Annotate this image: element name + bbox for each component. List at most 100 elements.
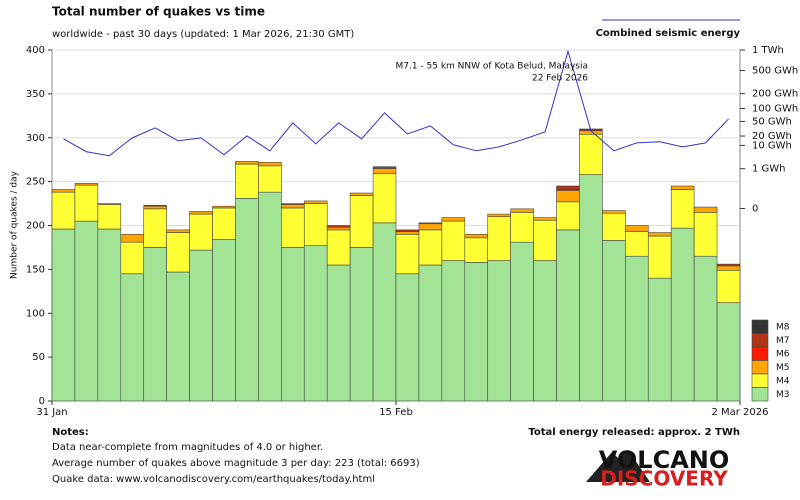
bar-segment <box>693 206 718 213</box>
y-tick-label: 300 <box>26 133 45 144</box>
bar-segment <box>464 233 489 239</box>
bar-segment <box>143 205 167 210</box>
bar-segment <box>372 173 397 224</box>
bar-segment <box>487 213 511 218</box>
bar-segment <box>556 229 580 402</box>
y2-tick-label: 200 GWh <box>752 89 798 100</box>
y2-tick-label: 500 GWh <box>752 66 798 77</box>
bar-segment <box>349 195 374 248</box>
legend-swatch <box>751 360 769 375</box>
bar-segment <box>487 260 511 402</box>
bar-segment <box>716 269 741 304</box>
bar-segment <box>258 191 282 402</box>
bar-segment <box>143 205 167 207</box>
bar-segment <box>464 237 489 263</box>
bar-segment <box>647 232 672 237</box>
y-axis-label: Number of quakes / day <box>10 170 20 279</box>
bar-segment <box>395 231 420 235</box>
bar-segment <box>670 189 695 229</box>
bar-segment <box>395 229 420 232</box>
bar-segment <box>556 190 580 203</box>
bar-segment <box>716 302 741 402</box>
y2-tick-label: 100 GWh <box>752 103 798 114</box>
bar-segment <box>556 185 580 190</box>
bar-segment <box>97 204 122 230</box>
bar-segment <box>303 200 328 204</box>
bar-segment <box>625 255 649 402</box>
bar-segment <box>349 247 374 402</box>
bar-segment <box>143 247 167 402</box>
y-tick-label: 250 <box>26 177 45 188</box>
bar-segment <box>579 174 603 402</box>
x-tick-label: 15 Feb <box>379 407 413 418</box>
bar-segment <box>693 212 718 257</box>
bar-segment <box>441 260 466 402</box>
bar-segment <box>189 249 213 402</box>
bar-segment <box>97 228 122 402</box>
bar-segment <box>372 166 397 169</box>
bar-segment <box>716 265 741 271</box>
bar-segment <box>372 168 397 175</box>
bar-segment <box>670 227 695 402</box>
bar-segment <box>303 203 328 246</box>
bar-segment <box>281 247 305 402</box>
bar-segment <box>418 222 443 225</box>
bar-segment <box>120 233 145 243</box>
bar-segment <box>533 219 557 261</box>
legend-label: Combined seismic energy <box>596 28 741 39</box>
legend-label: M5 <box>776 363 790 373</box>
note: Data near-complete from magnitudes of 4.… <box>52 442 323 453</box>
legend-swatch <box>751 319 769 334</box>
bar-segment <box>166 271 190 402</box>
bar-segment <box>281 203 305 205</box>
y2-tick-label: 50 GWh <box>752 116 792 127</box>
x-tick-label: 31 Jan <box>36 407 67 418</box>
bar-segment <box>97 203 122 205</box>
bar-segment <box>51 228 76 402</box>
y-tick-label: 50 <box>32 352 45 363</box>
y2-tick-label: 0 <box>752 204 758 215</box>
bar-segment <box>510 212 534 243</box>
bar-segment <box>212 239 236 402</box>
y2-tick-label: 20 GWh <box>752 131 792 142</box>
bar-segment <box>510 208 534 213</box>
bar-segment <box>235 163 259 199</box>
bar-segment <box>602 240 626 402</box>
bar-segment <box>166 232 190 273</box>
bar-segment <box>326 226 351 231</box>
chart-title: Total number of quakes vs time <box>52 5 265 19</box>
bar-segment <box>693 255 718 402</box>
bar-segment <box>647 277 672 402</box>
legend-swatch <box>751 373 769 388</box>
y2-tick-label: 1 TWh <box>752 45 784 56</box>
bar-segment <box>418 264 443 402</box>
legend-swatch <box>751 333 769 348</box>
bar-segment <box>281 207 305 248</box>
bar-segment <box>418 223 443 231</box>
bar-segment <box>212 205 236 209</box>
y-tick-label: 200 <box>26 221 45 232</box>
bar-segment <box>625 231 649 257</box>
logo-line1: VOLCANO <box>599 446 730 474</box>
legend-label: M4 <box>776 376 790 386</box>
bar-segment <box>326 225 351 228</box>
bar-segment <box>533 260 557 402</box>
bar-segment <box>510 241 534 402</box>
bar-segment <box>74 183 99 186</box>
bar-segment <box>670 185 695 190</box>
y-tick-label: 0 <box>39 396 45 407</box>
bar-segment <box>51 191 76 230</box>
bar-segment <box>464 262 489 402</box>
y-tick-label: 150 <box>26 264 45 275</box>
legend-label: M8 <box>776 322 790 332</box>
bar-segment <box>235 197 259 402</box>
notes-title: Notes: <box>52 427 89 438</box>
legend-label: M7 <box>776 336 790 346</box>
bar-segment <box>281 204 305 209</box>
note: Quake data: www.volcanodiscovery.com/ear… <box>52 474 375 485</box>
bar-segment <box>326 229 351 266</box>
bar-segment <box>143 208 167 248</box>
bar-segment <box>487 216 511 261</box>
y-tick-label: 350 <box>26 89 45 100</box>
